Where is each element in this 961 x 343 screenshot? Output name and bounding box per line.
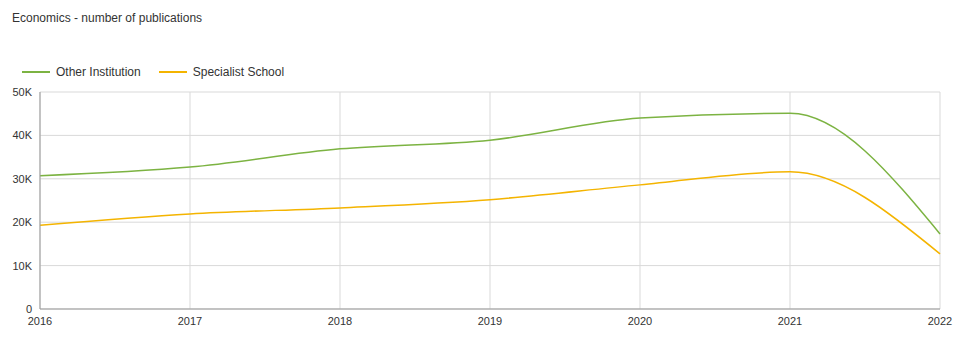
svg-text:50K: 50K <box>12 86 32 98</box>
svg-text:2019: 2019 <box>478 315 502 327</box>
html-text:Specialist School: Specialist School <box>192 65 285 79</box>
html-text:Other Institution: Other Institution <box>56 65 141 79</box>
svg-text:30K: 30K <box>12 173 32 185</box>
svg-text:20K: 20K <box>12 216 32 228</box>
svg-text:2016: 2016 <box>28 315 52 327</box>
svg-text:2022: 2022 <box>928 315 952 327</box>
svg-text:10K: 10K <box>12 260 32 272</box>
svg-text:2020: 2020 <box>628 315 652 327</box>
svg-text:2018: 2018 <box>328 315 352 327</box>
svg-text:2017: 2017 <box>178 315 202 327</box>
svg-text:40K: 40K <box>12 129 32 141</box>
html-text:Economics - number of publicat: Economics - number of publications <box>12 11 203 25</box>
svg-text:2021: 2021 <box>778 315 802 327</box>
svg-text:0: 0 <box>26 303 32 315</box>
